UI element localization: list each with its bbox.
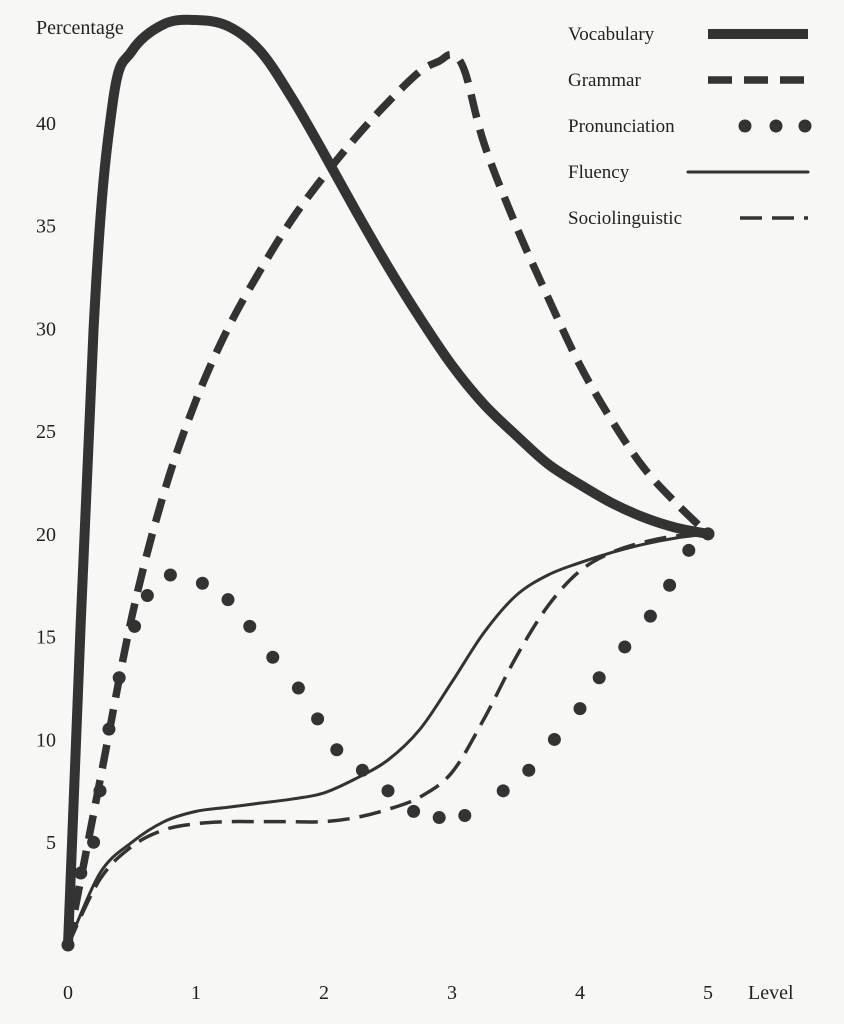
- point-pronunciation: [128, 619, 142, 633]
- point-pronunciation: [87, 835, 101, 849]
- point-pronunciation: [311, 712, 325, 726]
- point-pronunciation: [140, 589, 154, 603]
- series-group: [61, 14, 715, 952]
- point-pronunciation: [643, 609, 657, 623]
- y-axis-label: Percentage: [36, 17, 124, 39]
- point-pronunciation: [102, 722, 116, 736]
- legend-sample-pronunciation: [738, 119, 752, 133]
- y-tick-label: 15: [36, 627, 56, 649]
- series-pronunciation: [61, 527, 715, 952]
- point-pronunciation: [381, 784, 395, 798]
- point-pronunciation: [195, 576, 209, 590]
- legend-label-pronunciation: Pronunciation: [568, 116, 675, 137]
- series-line-vocabulary: [63, 14, 713, 950]
- point-pronunciation: [112, 671, 126, 685]
- point-pronunciation: [93, 784, 107, 798]
- y-tick-label: 20: [36, 524, 56, 546]
- point-pronunciation: [330, 743, 344, 757]
- point-pronunciation: [74, 866, 88, 880]
- point-pronunciation: [592, 671, 606, 685]
- point-pronunciation: [243, 619, 257, 633]
- x-tick-label: 2: [319, 982, 329, 1004]
- x-tick-label: 5: [703, 982, 713, 1004]
- legend: Vocabulary Grammar Pronunciation Fluency Soc…: [568, 24, 812, 229]
- point-pronunciation: [618, 640, 632, 654]
- x-tick-label: 0: [63, 982, 73, 1004]
- x-tick-label: 4: [575, 982, 585, 1004]
- y-tick-label: 35: [36, 216, 56, 238]
- y-tick-label: 10: [36, 729, 56, 751]
- legend-label-sociolinguistic: Sociolinguistic: [568, 208, 682, 229]
- y-tick-label: 40: [36, 113, 56, 135]
- x-axis-label: Level: [748, 982, 794, 1004]
- point-pronunciation: [266, 650, 280, 664]
- point-pronunciation: [573, 702, 587, 716]
- point-pronunciation: [221, 593, 235, 607]
- point-pronunciation: [682, 543, 696, 557]
- y-tick-label: 25: [36, 421, 56, 443]
- legend-sample-pronunciation: [798, 119, 812, 133]
- point-pronunciation: [163, 568, 177, 582]
- point-pronunciation: [522, 763, 536, 777]
- x-axis-ticks: 0 1 2 3 4 5: [63, 982, 713, 1004]
- series-line-fluency: [66, 532, 710, 947]
- y-tick-label: 30: [36, 318, 56, 340]
- point-pronunciation: [663, 578, 677, 592]
- x-tick-label: 3: [447, 982, 457, 1004]
- y-axis-ticks: 5 10 15 20 25 30 35 40: [36, 113, 56, 854]
- legend-label-fluency: Fluency: [568, 162, 630, 183]
- series-line-grammar: [64, 50, 711, 946]
- point-pronunciation: [432, 811, 446, 825]
- y-tick-label: 5: [46, 832, 56, 854]
- point-pronunciation: [291, 681, 305, 695]
- point-pronunciation: [458, 809, 472, 822]
- legend-label-vocabulary: Vocabulary: [568, 24, 655, 45]
- series-line-sociolinguistic: [66, 532, 709, 946]
- legend-sample-pronunciation: [769, 119, 783, 133]
- legend-label-grammar: Grammar: [568, 70, 641, 91]
- point-pronunciation: [547, 732, 561, 746]
- point-pronunciation: [496, 784, 510, 798]
- x-tick-label: 1: [191, 982, 201, 1004]
- point-pronunciation: [407, 804, 421, 818]
